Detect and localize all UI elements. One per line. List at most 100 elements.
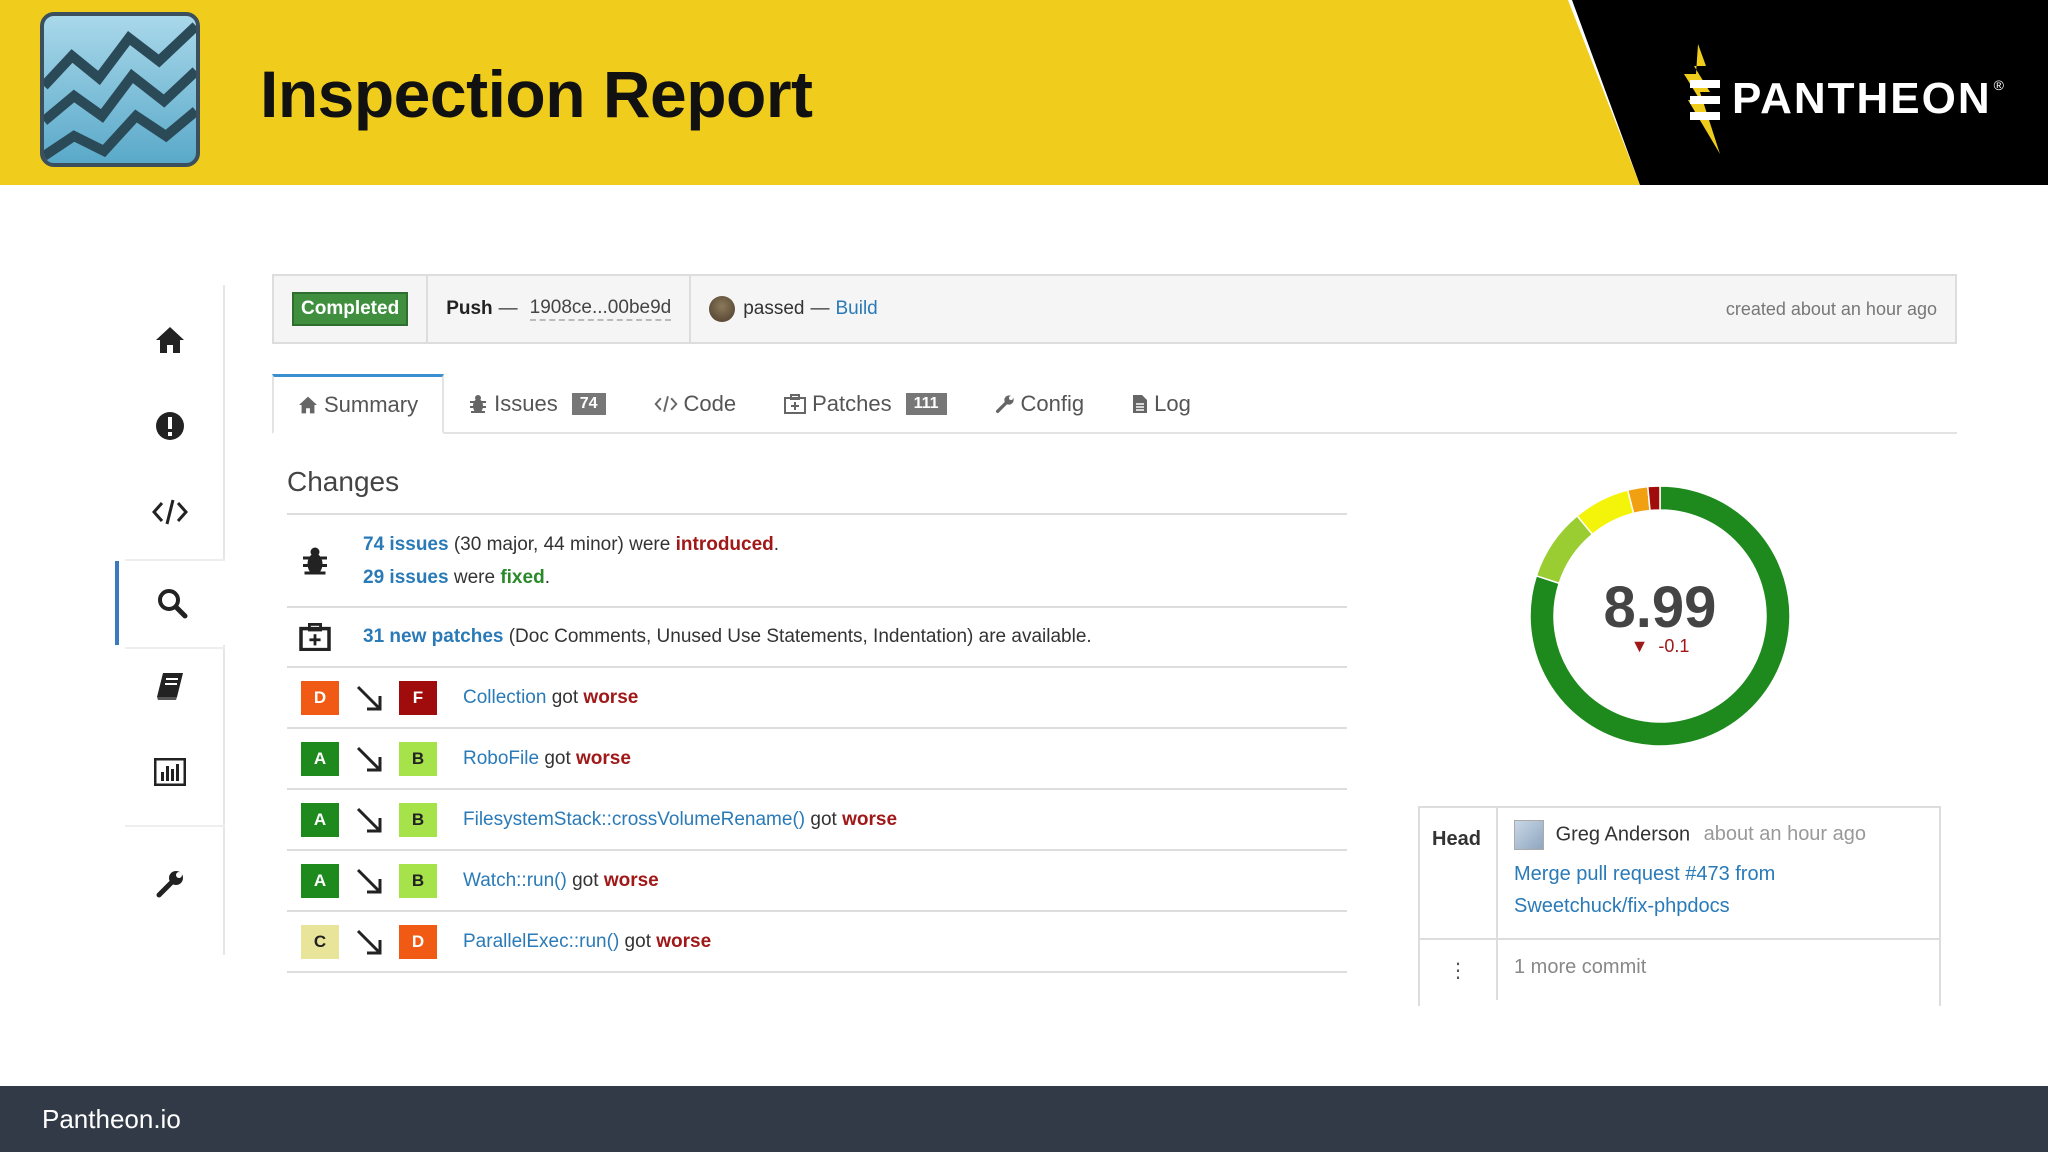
issues-fixed-detail: were xyxy=(448,566,501,588)
registered-mark: ® xyxy=(1993,77,2004,93)
issues-count-badge: 74 xyxy=(571,393,606,415)
grade-change-text: Collection got worse xyxy=(463,687,638,709)
tab-config[interactable]: Config xyxy=(971,374,1109,434)
commit-message-link[interactable]: Merge pull request #473 from Sweetchuck/… xyxy=(1514,858,1927,922)
created-timestamp: created about an hour ago xyxy=(1725,298,1937,319)
arrow-down-right-icon xyxy=(339,806,399,834)
component-link[interactable]: ParallelExec::run() xyxy=(463,930,620,952)
push-cell: Push — 1908ce...00be9d xyxy=(428,276,692,342)
component-link[interactable]: Watch::run() xyxy=(463,869,567,891)
separator-dash: — xyxy=(810,298,830,319)
banner-black-band xyxy=(1572,0,2048,185)
book-icon xyxy=(157,673,183,700)
vertical-ellipsis-icon: ⋮ xyxy=(1420,940,1498,1000)
grade-change-verb: got xyxy=(546,686,584,708)
page-title: Inspection Report xyxy=(260,57,813,131)
grade-change-row: A B FilesystemStack::crossVolumeRename() g… xyxy=(287,790,1347,851)
code-icon xyxy=(152,499,188,525)
score-ring-segment xyxy=(1646,485,1661,512)
footer-site-link[interactable]: Pantheon.io xyxy=(42,1104,181,1134)
tab-label: Code xyxy=(683,391,737,416)
avatar xyxy=(1514,820,1544,850)
tab-label: Patches xyxy=(812,391,892,416)
tab-log[interactable]: Log xyxy=(1108,374,1215,434)
home-icon xyxy=(298,396,318,414)
commit-author-line: Greg Anderson about an hour ago xyxy=(1514,820,1927,850)
pantheon-logo: PANTHEON ® xyxy=(1680,44,2004,154)
grade-change-verb: got xyxy=(805,808,843,830)
wrench-icon xyxy=(156,871,183,898)
component-link[interactable]: Collection xyxy=(463,686,547,708)
grade-changes: D F Collection got worse A B RoboFile got wor… xyxy=(287,668,1347,973)
grade-to-badge: B xyxy=(399,863,437,898)
issues-fixed-link[interactable]: 29 issues xyxy=(363,566,449,588)
more-commits-link[interactable]: 1 more commit xyxy=(1514,956,1647,978)
sidebar-item-issues[interactable] xyxy=(115,383,225,469)
grade-change-row: A B Watch::run() got worse xyxy=(287,851,1347,912)
sidebar xyxy=(115,285,225,955)
build-result: passed xyxy=(743,298,805,319)
sidebar-item-stats[interactable] xyxy=(115,729,225,815)
grade-from-badge: A xyxy=(301,863,339,898)
tab-summary[interactable]: Summary xyxy=(272,374,445,434)
score-ring xyxy=(1529,485,1791,747)
search-icon xyxy=(158,589,188,619)
issues-introduced-link[interactable]: 74 issues xyxy=(363,533,449,555)
tab-code[interactable]: Code xyxy=(630,374,761,434)
grade-from-badge: A xyxy=(301,741,339,776)
patches-detail: (Doc Comments, Unused Use Statements, In… xyxy=(503,626,1092,647)
more-commits-row[interactable]: ⋮ 1 more commit xyxy=(1420,938,1941,1000)
medkit-icon xyxy=(784,394,807,414)
status-cell: Completed xyxy=(274,276,429,342)
commit-message-line: Merge pull request #473 from xyxy=(1514,863,1776,885)
commit-message-line: Sweetchuck/fix-phpdocs xyxy=(1514,895,1730,917)
pantheon-bolt-icon xyxy=(1684,44,1720,154)
sentence-end: . xyxy=(773,533,780,555)
score-ring-segment xyxy=(1529,485,1791,747)
inspection-app-logo-icon xyxy=(40,12,200,167)
component-link[interactable]: RoboFile xyxy=(463,747,540,769)
commit-sha-link[interactable]: 1908ce...00be9d xyxy=(529,297,672,321)
commit-details: Greg Anderson about an hour ago Merge pu… xyxy=(1500,808,1941,938)
sidebar-item-settings[interactable] xyxy=(115,841,225,927)
arrow-down-right-icon xyxy=(339,867,399,895)
grade-from-badge: A xyxy=(301,802,339,837)
medkit-icon xyxy=(287,623,343,651)
sidebar-item-home[interactable] xyxy=(115,297,225,383)
changes-list: 74 issues (30 major, 44 minor) were intr… xyxy=(287,513,1347,973)
pantheon-wordmark: PANTHEON xyxy=(1732,74,1992,123)
sidebar-divider xyxy=(125,825,225,827)
component-link[interactable]: FilesystemStack::crossVolumeRename() xyxy=(463,808,806,830)
wrench-icon xyxy=(995,394,1015,414)
head-label: Head xyxy=(1420,808,1498,938)
tab-label: Config xyxy=(1020,391,1085,416)
avatar-icon xyxy=(709,296,736,322)
sidebar-item-inspect[interactable] xyxy=(115,561,225,645)
build-link[interactable]: Build xyxy=(835,298,878,319)
grade-to-badge: F xyxy=(399,680,437,715)
home-icon xyxy=(156,327,184,353)
tab-issues[interactable]: Issues 74 xyxy=(444,374,629,434)
new-patches-link[interactable]: 31 new patches xyxy=(363,626,504,647)
sidebar-item-code[interactable] xyxy=(115,469,225,555)
grade-from-badge: C xyxy=(301,924,339,959)
sidebar-item-docs[interactable] xyxy=(115,643,225,729)
issues-summary-text: 74 issues (30 major, 44 minor) were intr… xyxy=(363,528,779,594)
sidebar-divider xyxy=(125,559,225,561)
separator-dash: — xyxy=(498,298,518,319)
grade-change-text: ParallelExec::run() got worse xyxy=(463,931,711,953)
footer-bar: Pantheon.io xyxy=(0,1086,2048,1152)
score-donut-chart: 8.99 ▼ -0.1 xyxy=(1510,466,1810,766)
grade-change-verb: got xyxy=(619,930,657,952)
tab-patches[interactable]: Patches 111 xyxy=(760,374,970,434)
commit-author: Greg Anderson xyxy=(1555,823,1691,846)
grade-to-badge: D xyxy=(399,924,437,959)
score-delta: ▼ -0.1 xyxy=(1510,636,1810,657)
grade-change-row: D F Collection got worse xyxy=(287,668,1347,729)
issues-introduced-line: 74 issues (30 major, 44 minor) were intr… xyxy=(363,528,779,561)
grade-change-text: Watch::run() got worse xyxy=(463,870,659,892)
issues-introduced-detail: (30 major, 44 minor) were xyxy=(448,533,676,555)
grade-change-text: FilesystemStack::crossVolumeRename() got… xyxy=(463,809,897,831)
patches-text: 31 new patches (Doc Comments, Unused Use… xyxy=(363,626,1092,648)
tab-label: Log xyxy=(1154,391,1191,416)
